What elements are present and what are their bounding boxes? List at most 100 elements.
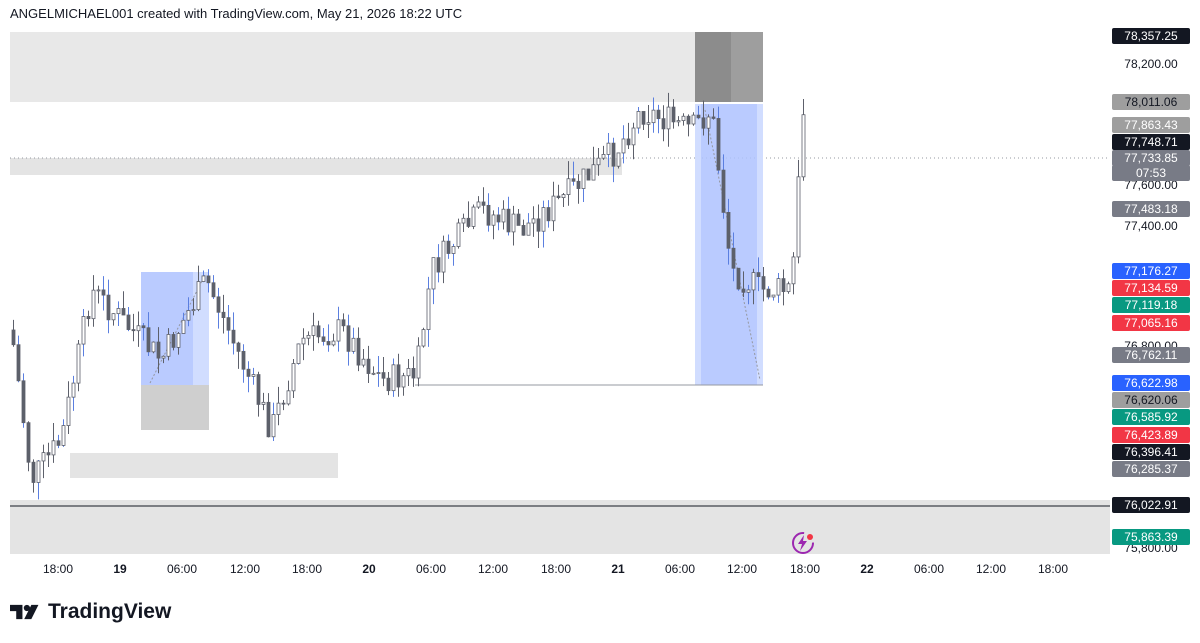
candle-body <box>556 195 561 199</box>
candle-body <box>756 272 761 277</box>
demand-zone-low <box>70 453 338 478</box>
price-label: 75,863.39 <box>1112 529 1190 545</box>
candle-body <box>456 222 461 247</box>
time-label: 06:00 <box>664 562 696 576</box>
time-label: 06:00 <box>415 562 447 576</box>
candle-body <box>766 288 771 298</box>
candle-body <box>276 402 281 415</box>
candle-body <box>641 111 646 125</box>
supply-zone-top <box>10 32 763 102</box>
price-tick: 78,200.00 <box>1124 57 1178 71</box>
candle-body <box>686 115 691 125</box>
candle-body <box>221 311 226 319</box>
candle-body <box>246 368 251 377</box>
price-label: 77,176.27 <box>1112 263 1190 279</box>
candle-body <box>506 208 511 233</box>
candle-body <box>481 201 486 206</box>
candle-body <box>616 152 621 167</box>
candle-body <box>181 319 186 334</box>
candle-body <box>236 342 241 352</box>
candle-body <box>651 109 656 124</box>
price-label: 77,119.18 <box>1112 297 1190 313</box>
candle-body <box>356 337 361 366</box>
candle-body <box>606 142 611 155</box>
candle-body <box>66 396 71 426</box>
candle-body <box>291 363 296 392</box>
time-label: 12:00 <box>229 562 261 576</box>
chart-caption: ANGELMICHAEL001 created with TradingView… <box>10 6 463 21</box>
candle-body <box>156 341 161 359</box>
candle-body <box>781 278 786 293</box>
candle-body <box>666 106 671 130</box>
candle-body <box>761 276 766 290</box>
candle-body <box>131 329 136 332</box>
candle-body <box>26 422 31 463</box>
candle-body <box>746 289 751 293</box>
candle-body <box>431 257 436 290</box>
candlestick-series <box>11 92 806 500</box>
price-label: 78,011.06 <box>1112 94 1190 110</box>
candle-body <box>411 368 416 379</box>
candle-body <box>71 382 76 398</box>
candle-body <box>581 168 586 189</box>
candle-body <box>501 208 506 223</box>
stop-zone-left <box>141 385 209 430</box>
candle-body <box>21 380 26 424</box>
candle-body <box>691 114 696 125</box>
tradingview-logo[interactable]: TradingView <box>10 600 171 624</box>
candle-body <box>166 334 171 357</box>
candle-body <box>151 341 156 353</box>
candle-body <box>796 176 801 258</box>
candle-body <box>226 317 231 331</box>
candle-body <box>46 452 51 456</box>
candle-body <box>701 117 706 129</box>
candle-body <box>211 282 216 298</box>
buy-range-box-left-light <box>193 272 209 385</box>
candle-body <box>376 372 381 374</box>
candle-body <box>336 319 341 342</box>
time-label-day: 21 <box>611 562 625 576</box>
candle-body <box>216 296 221 313</box>
lightning-bolt-icon[interactable] <box>789 530 817 556</box>
candle-body <box>521 225 526 236</box>
candle-body <box>261 401 266 405</box>
candle-body <box>351 337 356 352</box>
price-tick: 77,400.00 <box>1124 219 1178 233</box>
candle-body <box>251 374 256 377</box>
candle-body <box>516 213 521 226</box>
candle-body <box>566 178 571 195</box>
candle-body <box>391 364 396 392</box>
candle-body <box>611 142 616 167</box>
candle-body <box>546 207 551 222</box>
price-label: 77,483.18 <box>1112 201 1190 217</box>
price-label: 77,748.71 <box>1112 134 1190 150</box>
candle-body <box>496 214 501 223</box>
candle-body <box>706 116 711 129</box>
candle-body <box>471 206 476 227</box>
candle-body <box>281 402 286 405</box>
time-label-day: 22 <box>860 562 874 576</box>
candle-body <box>321 336 326 342</box>
candle-body <box>316 325 321 338</box>
candle-body <box>801 114 806 178</box>
time-label: 06:00 <box>913 562 945 576</box>
candle-body <box>406 368 411 377</box>
candle-body <box>536 218 541 232</box>
candle-body <box>436 257 441 273</box>
candle-body <box>136 325 141 332</box>
candle-body <box>786 283 791 293</box>
candle-body <box>466 217 471 227</box>
candle-body <box>591 164 596 181</box>
candle-body <box>586 168 591 181</box>
price-label: 78,357.25 <box>1112 28 1190 44</box>
candle-body <box>386 377 391 392</box>
time-label: 12:00 <box>477 562 509 576</box>
candle-body <box>186 310 191 321</box>
candle-body <box>86 316 91 320</box>
price-label: 77,863.43 <box>1112 117 1190 133</box>
candle-body <box>241 350 246 370</box>
candle-body <box>361 358 366 366</box>
candle-body <box>51 440 56 456</box>
candle-body <box>101 289 106 296</box>
